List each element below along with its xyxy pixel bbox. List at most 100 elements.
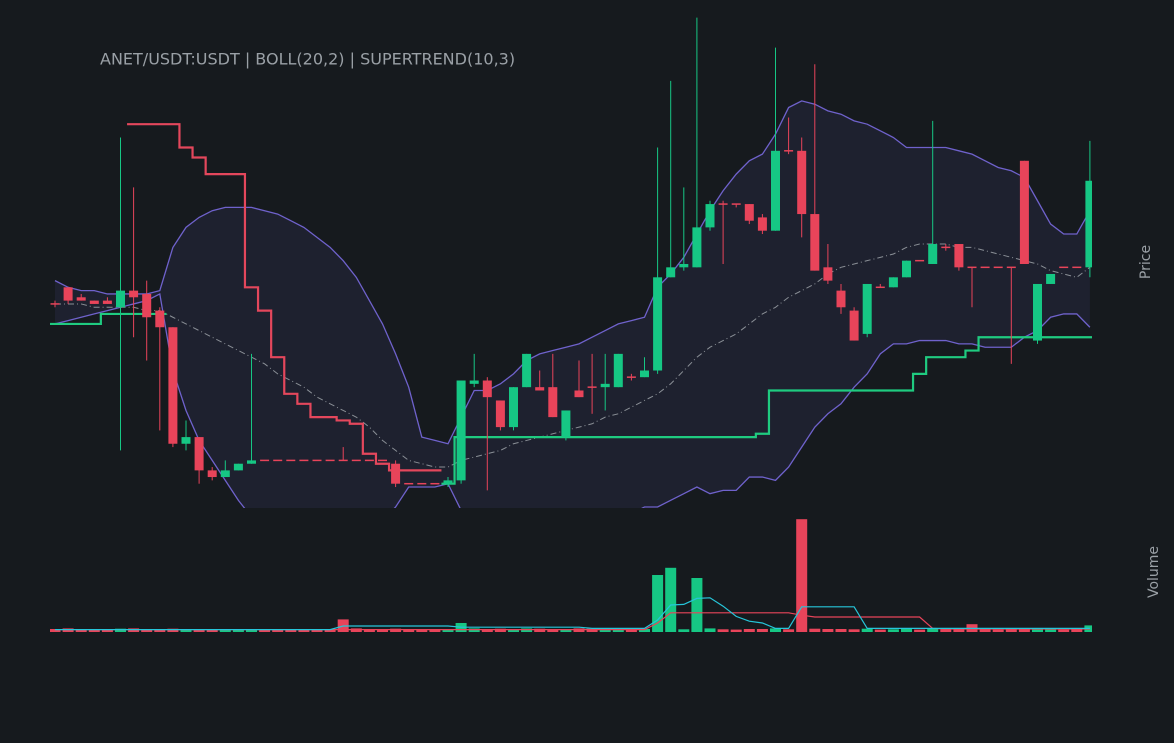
candle-body — [613, 353, 623, 388]
volume-bar — [783, 629, 795, 632]
volume-bar — [534, 628, 546, 632]
volume-bar — [311, 629, 323, 632]
volume-bar — [887, 629, 899, 632]
volume-bar — [835, 629, 847, 632]
candle-body — [76, 297, 86, 301]
candle-body — [797, 150, 807, 215]
candle-body — [888, 277, 898, 288]
volume-bar — [822, 629, 834, 632]
bollinger-band — [55, 100, 1090, 508]
candle-body — [823, 267, 833, 281]
candle-body — [63, 287, 73, 301]
volume-bar — [861, 628, 873, 632]
volume-bar — [599, 629, 611, 632]
candle-body — [89, 300, 99, 304]
candle-body — [522, 353, 532, 388]
candle-body — [771, 150, 780, 231]
candle-body — [181, 437, 191, 444]
volume-bar — [1071, 629, 1083, 632]
volume-bar — [180, 629, 192, 632]
candle-body — [1046, 273, 1056, 284]
candle-body — [600, 383, 610, 388]
volume-bar — [691, 578, 703, 632]
candle-body — [495, 400, 505, 428]
candle-body — [220, 470, 230, 478]
volume-bar — [953, 629, 965, 632]
volume-bar — [1058, 629, 1070, 632]
candle-body — [666, 267, 676, 278]
volume-bar — [508, 629, 519, 632]
y-axis-label: Price — [1138, 245, 1154, 279]
volume-bar — [1018, 629, 1030, 632]
candle-body — [247, 460, 256, 464]
volume-bar — [62, 628, 74, 632]
volume-bar — [992, 629, 1004, 632]
volume-ma-fast — [55, 597, 1090, 631]
candle-body — [469, 380, 479, 384]
volume-bar — [416, 629, 428, 632]
candle-body — [233, 463, 243, 471]
candle-body — [757, 217, 767, 231]
volume-bar — [547, 629, 559, 632]
volume-bar — [979, 629, 991, 632]
candle-body — [1033, 283, 1042, 341]
volume-bar — [1032, 628, 1043, 632]
volume-bar — [521, 628, 533, 632]
bollinger-layer — [50, 100, 1092, 508]
candle-body — [640, 370, 649, 378]
volume-bar — [128, 628, 140, 632]
candle-body — [928, 244, 938, 264]
bollinger-lower — [54, 292, 1091, 508]
volume-bar — [259, 629, 271, 632]
volume-bar — [88, 629, 100, 632]
labels: ANET/USDT:USDT | BOLL(20,2) | SUPERTREND… — [100, 50, 1162, 599]
volume-bar — [285, 629, 297, 632]
volume-bar — [390, 628, 402, 632]
volume-bar — [1045, 629, 1057, 632]
bollinger-middle — [55, 243, 1091, 468]
volume-bar — [193, 629, 205, 632]
volume-bar — [403, 629, 415, 632]
volume-bar — [756, 629, 768, 632]
volume-layer — [50, 519, 1092, 632]
volume-bar — [50, 629, 61, 632]
bollinger-upper — [54, 100, 1091, 445]
volume-bar — [219, 629, 231, 632]
volume-bar — [586, 628, 598, 632]
volume-bar — [101, 629, 113, 632]
candle-body — [391, 463, 401, 484]
candle-body — [456, 380, 466, 481]
volume-bar — [940, 629, 952, 632]
candle-body — [129, 290, 139, 298]
candle-body — [653, 277, 663, 371]
volume-bar — [639, 629, 650, 632]
candle-body — [155, 310, 165, 328]
volume-bar — [914, 629, 926, 632]
volume-bar — [770, 628, 781, 632]
candle-body — [744, 204, 754, 221]
volume-bar — [377, 629, 388, 632]
volume-bar — [612, 628, 624, 632]
candle-body — [561, 410, 571, 438]
volume-bar — [1005, 629, 1017, 632]
volume-bar — [468, 628, 480, 632]
volume-bar — [848, 629, 860, 632]
candle-body — [849, 310, 859, 341]
candle-body — [207, 470, 217, 478]
candle-body — [102, 300, 112, 304]
candle-body — [116, 290, 125, 308]
candle-body — [1019, 160, 1029, 264]
volume-bar — [75, 629, 87, 632]
volume-bar — [481, 629, 493, 632]
candle-body — [194, 437, 204, 471]
volume-bar — [324, 629, 336, 632]
candle-body — [862, 283, 872, 334]
volume-bar — [115, 628, 126, 632]
candle-body — [836, 290, 846, 308]
volume-bar — [350, 628, 362, 632]
volume-bar — [927, 628, 939, 632]
supertrend-down — [127, 123, 442, 472]
candle-body — [574, 390, 584, 398]
volume-bar — [442, 629, 454, 632]
volume-bar — [809, 628, 821, 632]
